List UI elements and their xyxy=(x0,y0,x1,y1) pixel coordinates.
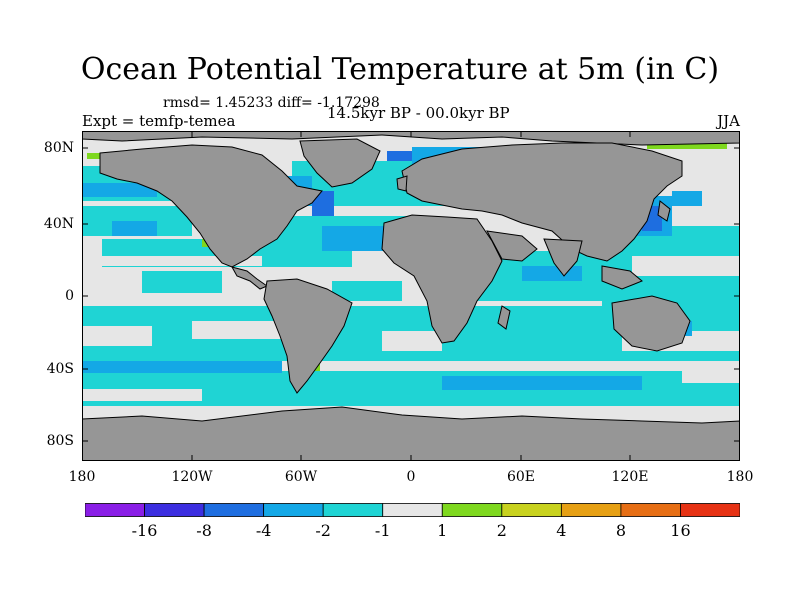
lat-label-80n: 80N xyxy=(43,140,74,156)
india xyxy=(543,238,583,277)
lat-label-80s: 80S xyxy=(46,433,74,449)
greenland xyxy=(299,138,381,188)
colorbar-box xyxy=(144,503,205,517)
colorbar-box xyxy=(501,503,562,517)
southeast-asia xyxy=(601,265,643,290)
colorbar-label: -8 xyxy=(196,521,212,540)
world-map xyxy=(82,131,740,461)
stats-line: rmsd= 1.45233 diff= -1.17298 xyxy=(163,95,380,111)
colorbar-label: 1 xyxy=(437,521,448,540)
colorbar-label: 2 xyxy=(496,521,507,540)
japan xyxy=(657,200,671,222)
lon-label-120w: 120W xyxy=(171,469,213,485)
lat-label-0: 0 xyxy=(65,288,74,304)
colorbar-box xyxy=(203,503,265,517)
map-title: Ocean Potential Temperature at 5m (in C) xyxy=(80,52,720,87)
colorbar-box xyxy=(263,503,324,517)
map-panel xyxy=(82,131,740,461)
colorbar-label: 8 xyxy=(615,521,626,540)
colorbar-box xyxy=(620,503,681,517)
colorbar-label: -2 xyxy=(315,521,331,540)
colorbar-label: -16 xyxy=(131,521,158,540)
colorbar-label: -1 xyxy=(374,521,391,540)
arabian-peninsula xyxy=(486,230,538,262)
land-masses xyxy=(82,131,740,461)
central-america xyxy=(230,266,269,290)
colorbar-box xyxy=(441,503,503,517)
lon-label-60e: 60E xyxy=(506,469,536,485)
lat-label-40s: 40S xyxy=(46,361,74,377)
lat-label-40n: 40N xyxy=(43,216,74,232)
season-label: JJA xyxy=(717,112,740,130)
colorbar-label: -4 xyxy=(255,521,272,540)
madagascar xyxy=(497,305,511,330)
colorbar-box xyxy=(680,503,740,517)
colorbar-box xyxy=(560,503,622,517)
lon-label-0: 0 xyxy=(406,469,416,485)
lon-label-120e: 120E xyxy=(611,469,649,485)
antarctica xyxy=(82,406,740,461)
arctic-land xyxy=(82,131,740,146)
colorbar-box xyxy=(382,503,443,517)
lon-label-60w: 60W xyxy=(284,469,318,485)
lon-label-180e: 180 xyxy=(726,469,754,485)
experiment-label: Expt = temfp-temea xyxy=(82,112,236,130)
colorbar-label: 4 xyxy=(556,521,567,540)
africa xyxy=(381,214,503,344)
colorbar-box xyxy=(85,503,145,517)
colorbar-label: 16 xyxy=(670,521,691,540)
eurasia xyxy=(401,142,683,262)
british-isles xyxy=(396,175,408,192)
lon-label-180w: 180 xyxy=(68,469,96,485)
south-america xyxy=(263,278,353,394)
australia xyxy=(611,295,691,352)
period-label: 14.5kyr BP - 00.0kyr BP xyxy=(327,104,510,122)
colorbar xyxy=(85,503,740,517)
north-america xyxy=(99,144,323,268)
colorbar-box xyxy=(322,503,384,517)
map-ticks xyxy=(82,131,740,461)
